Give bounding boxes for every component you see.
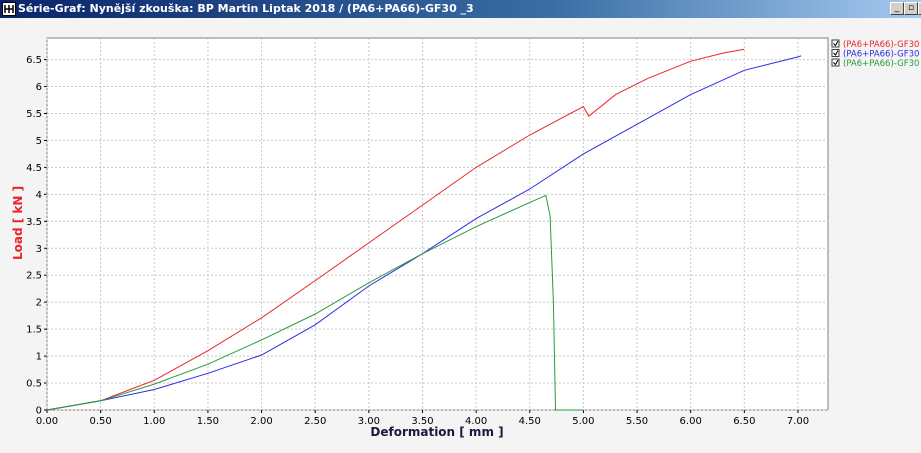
- y-tick-label: 2: [36, 298, 42, 309]
- legend-checkbox[interactable]: [831, 39, 840, 48]
- title-bar: Série-Graf: Nynější zkouška: BP Martin L…: [0, 0, 921, 18]
- check-mark: [833, 50, 839, 56]
- y-tick-label: 6.5: [26, 55, 42, 66]
- chart: Load [ kN ] Deformation [ mm ] 0 0.5 1 1.5 2…: [0, 18, 921, 453]
- x-tick-label: 0.50: [90, 416, 112, 427]
- legend-label: (PA6+PA66)-GF30 _1: [843, 40, 921, 50]
- check-mark: [833, 59, 839, 66]
- legend-label: (PA6+PA66)-GF30 _2: [843, 50, 921, 60]
- x-tick-label: 5.50: [626, 416, 648, 427]
- y-tick-label: 5.5: [26, 109, 42, 120]
- legend-checkbox[interactable]: [831, 58, 840, 67]
- app-icon: [2, 2, 16, 16]
- plot-area: [46, 37, 829, 411]
- minimize-button[interactable]: _: [890, 2, 904, 15]
- x-tick-label: 1.00: [143, 416, 165, 427]
- y-tick-label: 1: [36, 352, 42, 363]
- x-tick-label: 2.00: [250, 416, 272, 427]
- restore-button[interactable]: ▫: [904, 2, 918, 15]
- data-line: [46, 55, 802, 411]
- x-tick-label: 7.00: [787, 416, 809, 427]
- y-tick-label: 1.5: [26, 325, 42, 336]
- y-axis-label: Load [ kN ]: [11, 186, 25, 260]
- y-tick-label: 3: [36, 244, 42, 255]
- legend-checkbox[interactable]: [831, 49, 840, 57]
- y-tick-label: 4.5: [26, 163, 42, 174]
- y-tick-label: 0.5: [26, 379, 42, 390]
- y-tick-label: 4: [36, 190, 42, 201]
- y-tick-label: 6: [36, 82, 42, 93]
- x-tick-label: 6.00: [680, 416, 702, 427]
- x-tick-label: 4.00: [465, 416, 487, 427]
- x-tick-label: 0.00: [36, 416, 58, 427]
- data-line: [46, 194, 584, 411]
- x-tick-label: 4.50: [519, 416, 541, 427]
- x-tick-label: 3.50: [411, 416, 433, 427]
- check-mark: [833, 40, 839, 47]
- legend-item[interactable]: (PA6+PA66)-GF30 _3: [831, 58, 921, 69]
- x-tick-label: 3.00: [358, 416, 380, 427]
- x-tick-label: 5.00: [572, 416, 594, 427]
- legend-item[interactable]: (PA6+PA66)-GF30 _2: [831, 49, 921, 60]
- close-button[interactable]: ×: [918, 2, 921, 15]
- x-tick-label: 1.50: [197, 416, 219, 427]
- data-line: [46, 48, 745, 411]
- y-tick-label: 0: [36, 406, 42, 417]
- window-title: Série-Graf: Nynější zkouška: BP Martin L…: [18, 2, 474, 15]
- y-tick-label: 5: [36, 136, 42, 147]
- x-tick-label: 6.50: [733, 416, 755, 427]
- legend-label: (PA6+PA66)-GF30 _3: [843, 59, 921, 69]
- y-tick-label: 3.5: [26, 217, 42, 228]
- x-tick-label: 2.50: [304, 416, 326, 427]
- x-axis-label: Deformation [ mm ]: [370, 425, 503, 439]
- legend-item[interactable]: (PA6+PA66)-GF30 _1: [831, 39, 921, 50]
- y-tick-label: 2.5: [26, 271, 42, 282]
